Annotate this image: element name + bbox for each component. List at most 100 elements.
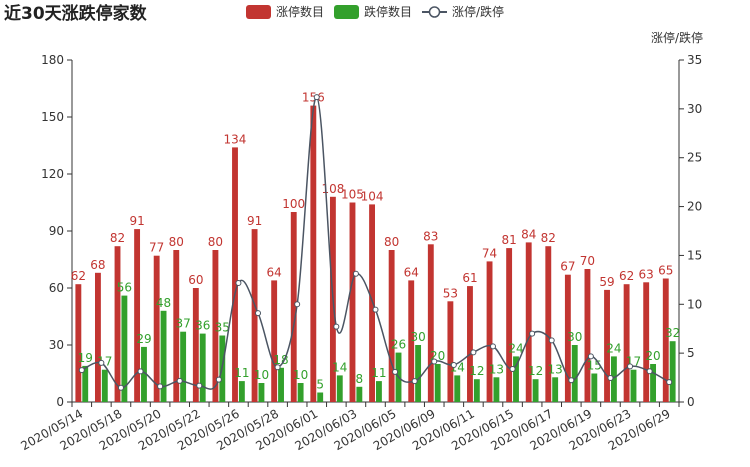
y-left-tick-label: 60: [49, 281, 64, 295]
data-label-limit-down: 35: [215, 321, 230, 335]
y-left-tick-label: 120: [41, 167, 64, 181]
data-label-limit-up: 82: [110, 231, 125, 245]
bar-limit-up: [75, 284, 82, 402]
data-label-limit-up: 61: [462, 271, 477, 285]
data-label-limit-up: 63: [639, 267, 654, 281]
bar-limit-down: [493, 377, 500, 402]
data-label-limit-up: 70: [580, 254, 595, 268]
y-right-tick-label: 25: [687, 151, 702, 165]
bar-limit-up: [604, 289, 610, 402]
data-label-limit-down: 20: [645, 349, 660, 363]
ratio-point: [196, 382, 203, 389]
data-label-limit-up: 80: [208, 235, 223, 249]
ratio-point: [431, 358, 438, 365]
ratio-point: [352, 270, 359, 277]
ratio-point: [157, 383, 164, 390]
y-right-tick-label: 20: [687, 200, 702, 214]
legend-swatch-ratio-dot: [428, 6, 441, 18]
bar-limit-down: [180, 331, 187, 402]
ratio-point: [627, 363, 634, 370]
ratio-point: [392, 368, 399, 375]
y-right-tick-label: 35: [687, 53, 702, 67]
data-label-limit-up: 68: [90, 258, 105, 272]
data-label-limit-up: 84: [521, 227, 536, 241]
bar-limit-up: [427, 244, 434, 402]
ratio-point: [411, 378, 418, 385]
bar-limit-down: [610, 356, 617, 402]
data-label-limit-down: 10: [293, 368, 308, 382]
y-right-tick-label: 0: [687, 395, 695, 409]
ratio-point: [235, 279, 242, 286]
data-label-limit-up: 62: [619, 269, 634, 283]
legend-label-limit-down: 跌停数目: [364, 4, 412, 19]
ratio-point: [489, 343, 496, 350]
bar-limit-up: [134, 229, 141, 402]
bar-limit-down: [141, 346, 147, 402]
ratio-point: [117, 384, 124, 391]
data-label-limit-down: 13: [489, 362, 504, 376]
data-label-limit-up: 77: [149, 241, 164, 255]
y-right-tick-label: 30: [687, 102, 702, 116]
data-label-limit-up: 81: [501, 233, 516, 247]
ratio-point: [313, 94, 320, 101]
data-label-limit-down: 13: [548, 362, 563, 376]
legend-item-limit-up[interactable]: 涨停数目: [246, 4, 324, 19]
ratio-point: [294, 301, 301, 308]
data-label-limit-down: 36: [195, 319, 210, 333]
bar-limit-up: [369, 204, 375, 402]
bar-limit-up: [447, 301, 454, 402]
ratio-point: [529, 330, 536, 337]
ratio-point: [255, 310, 262, 317]
data-label-limit-down: 10: [254, 368, 269, 382]
data-label-limit-up: 60: [188, 273, 203, 287]
bar-limit-up: [251, 229, 258, 402]
bar-limit-up: [310, 105, 317, 402]
data-label-limit-up: 91: [247, 214, 262, 228]
data-label-limit-down: 30: [410, 330, 425, 344]
data-label-limit-up: 62: [71, 269, 86, 283]
legend-swatch-limit-up: [246, 5, 271, 19]
bar-limit-down: [101, 369, 108, 402]
data-label-limit-down: 11: [234, 366, 249, 380]
data-label-limit-up: 74: [482, 246, 497, 260]
bar-limit-down: [571, 345, 578, 402]
bar-limit-down: [376, 381, 382, 402]
ratio-point: [333, 323, 340, 330]
legend-item-ratio[interactable]: 涨停/跌停: [422, 4, 504, 19]
ratio-point: [646, 368, 653, 375]
bar-limit-down: [356, 386, 363, 402]
bar-limit-up: [173, 250, 180, 402]
data-label-limit-down: 30: [567, 330, 582, 344]
bar-limit-up: [623, 284, 630, 402]
bar-limit-up: [271, 280, 278, 402]
data-label-limit-down: 29: [136, 332, 151, 346]
data-label-limit-up: 59: [599, 275, 614, 289]
bar-limit-down: [82, 365, 89, 402]
bar-limit-down: [160, 310, 167, 402]
legend-item-limit-down[interactable]: 跌停数目: [334, 4, 412, 19]
bar-limit-up: [192, 288, 199, 402]
legend-label-limit-up: 涨停数目: [276, 4, 324, 19]
bar-limit-down: [454, 375, 461, 402]
ratio-point: [587, 353, 594, 360]
data-label-limit-down: 18: [273, 353, 288, 367]
data-label-limit-up: 100: [282, 197, 305, 211]
ratio-point: [274, 364, 281, 371]
data-label-limit-down: 24: [606, 341, 621, 355]
data-label-limit-up: 108: [321, 182, 344, 196]
right-axis-title: 涨停/跌停: [651, 30, 703, 45]
data-label-limit-up: 64: [404, 265, 419, 279]
data-label-limit-up: 67: [560, 260, 575, 274]
bar-limit-down: [552, 377, 559, 402]
data-label-limit-up: 64: [267, 265, 282, 279]
bar-limit-down: [591, 373, 598, 402]
bar-limit-down: [199, 333, 206, 402]
data-label-limit-down: 26: [391, 338, 406, 352]
data-label-limit-up: 134: [224, 132, 247, 146]
bar-limit-down: [121, 295, 128, 402]
bar-limit-up: [662, 278, 669, 402]
ratio-point: [470, 349, 477, 356]
bar-limit-up: [94, 272, 101, 402]
